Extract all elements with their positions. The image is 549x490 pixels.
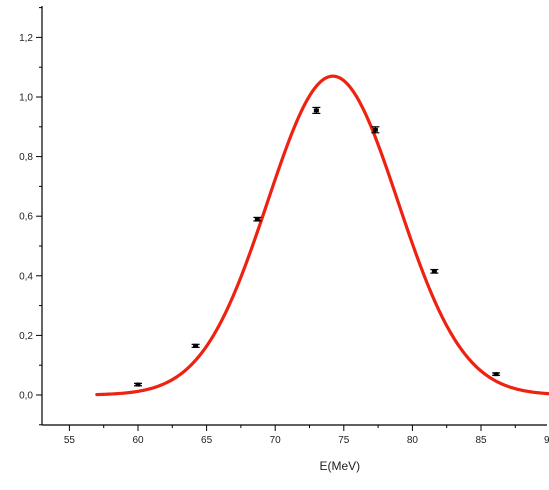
data-point bbox=[371, 126, 380, 134]
point-marker bbox=[431, 269, 437, 274]
y-tick-label: 1,2 bbox=[19, 33, 33, 44]
x-tick-label: 85 bbox=[475, 435, 487, 446]
y-tick-label: 0,2 bbox=[19, 331, 33, 342]
points-layer bbox=[134, 106, 501, 387]
x-tick-label: 65 bbox=[201, 435, 213, 446]
data-point bbox=[253, 216, 262, 222]
fit-layer bbox=[95, 74, 549, 397]
point-marker bbox=[254, 217, 260, 222]
point-marker bbox=[372, 127, 378, 132]
axes bbox=[41, 6, 547, 426]
x-tick-label: 90 bbox=[544, 435, 549, 446]
x-ticks: 55 60 65 70 75 80 85 90 bbox=[64, 425, 549, 446]
y-ticks: 0,0 0,2 0,4 0,6 0,8 1,0 1,2 bbox=[19, 7, 42, 426]
y-tick-label: 0,0 bbox=[19, 391, 33, 402]
point-marker bbox=[193, 343, 199, 348]
data-point bbox=[191, 343, 200, 348]
x-tick-label: 60 bbox=[132, 435, 144, 446]
point-marker bbox=[493, 372, 499, 377]
y-tick-label: 0,4 bbox=[19, 271, 33, 282]
data-point bbox=[430, 268, 439, 274]
point-marker bbox=[313, 108, 319, 113]
x-tick-label: 75 bbox=[338, 435, 350, 446]
x-axis-label: E(MeV) bbox=[319, 459, 360, 473]
data-point bbox=[312, 106, 321, 114]
fit-curve bbox=[95, 74, 549, 397]
data-point bbox=[492, 372, 501, 377]
y-tick-label: 1,0 bbox=[19, 93, 33, 104]
data-point bbox=[134, 382, 142, 387]
point-marker bbox=[135, 382, 141, 387]
x-tick-label: 70 bbox=[270, 435, 282, 446]
x-tick-label: 80 bbox=[407, 435, 419, 446]
y-tick-label: 0,8 bbox=[19, 152, 33, 163]
y-tick-label: 0,6 bbox=[19, 212, 33, 223]
x-tick-label: 55 bbox=[64, 435, 76, 446]
